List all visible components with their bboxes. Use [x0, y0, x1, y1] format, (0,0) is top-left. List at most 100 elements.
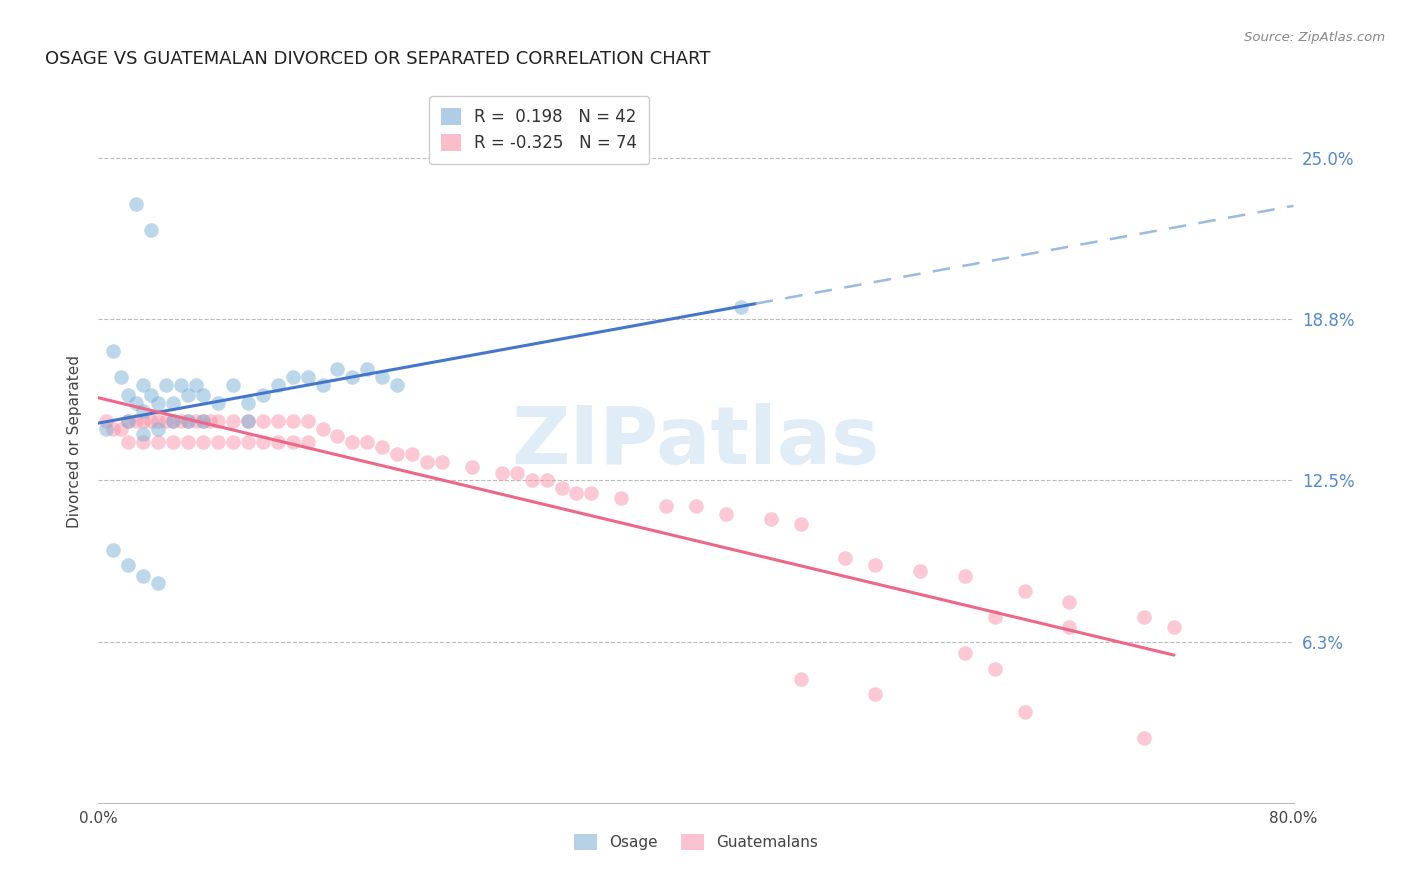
Point [177, 414, 200, 428]
Point [311, 377, 333, 392]
Point [297, 414, 319, 428]
Point [714, 507, 737, 521]
Point [1014, 584, 1036, 599]
Text: ZIPatlas: ZIPatlas [512, 402, 880, 481]
Point [267, 434, 290, 449]
Point [155, 414, 177, 428]
Point [155, 377, 177, 392]
Point [110, 370, 132, 384]
Text: OSAGE VS GUATEMALAN DIVORCED OR SEPARATED CORRELATION CHART: OSAGE VS GUATEMALAN DIVORCED OR SEPARATE… [45, 50, 710, 68]
Point [371, 370, 394, 384]
Point [191, 414, 214, 428]
Point [110, 422, 132, 436]
Point [326, 362, 349, 376]
Point [169, 377, 191, 392]
Point [311, 422, 333, 436]
Point [520, 473, 543, 487]
Point [117, 388, 139, 402]
Point [94, 422, 117, 436]
Point [834, 550, 856, 565]
Point [236, 434, 259, 449]
Point [297, 434, 319, 449]
Point [491, 466, 513, 480]
Point [342, 434, 364, 449]
Point [430, 455, 453, 469]
Legend: Osage, Guatemalans: Osage, Guatemalans [568, 829, 824, 856]
Point [139, 388, 162, 402]
Point [759, 512, 782, 526]
Point [685, 499, 707, 513]
Point [267, 377, 290, 392]
Point [550, 481, 572, 495]
Point [184, 377, 207, 392]
Point [117, 558, 139, 573]
Point [162, 396, 184, 410]
Point [125, 396, 148, 410]
Point [908, 564, 931, 578]
Point [125, 197, 148, 211]
Point [191, 414, 214, 428]
Point [162, 414, 184, 428]
Point [207, 396, 229, 410]
Point [236, 396, 259, 410]
Point [94, 414, 117, 428]
Point [1163, 620, 1185, 634]
Point [132, 568, 155, 582]
Point [103, 344, 125, 359]
Point [356, 362, 378, 376]
Point [207, 434, 229, 449]
Point [117, 434, 139, 449]
Point [148, 414, 170, 428]
Point [385, 447, 409, 461]
Point [1133, 610, 1156, 624]
Point [139, 414, 162, 428]
Point [610, 491, 633, 506]
Point [103, 422, 125, 436]
Point [953, 646, 976, 660]
Point [117, 414, 139, 428]
Point [117, 414, 139, 428]
Point [1133, 731, 1156, 746]
Point [222, 434, 245, 449]
Point [252, 414, 274, 428]
Point [148, 396, 170, 410]
Point [953, 568, 976, 582]
Point [461, 460, 484, 475]
Point [984, 662, 1007, 676]
Point [984, 610, 1007, 624]
Text: Source: ZipAtlas.com: Source: ZipAtlas.com [1244, 31, 1385, 45]
Point [401, 447, 423, 461]
Point [267, 414, 290, 428]
Point [326, 429, 349, 443]
Point [162, 414, 184, 428]
Point [139, 223, 162, 237]
Point [200, 414, 222, 428]
Point [169, 414, 191, 428]
Point [132, 434, 155, 449]
Point [730, 301, 752, 315]
Point [191, 434, 214, 449]
Point [222, 414, 245, 428]
Point [565, 486, 588, 500]
Point [789, 672, 811, 686]
Point [148, 434, 170, 449]
Y-axis label: Divorced or Separated: Divorced or Separated [67, 355, 83, 528]
Point [103, 542, 125, 557]
Point [132, 377, 155, 392]
Point [222, 377, 245, 392]
Point [177, 434, 200, 449]
Point [416, 455, 439, 469]
Point [356, 434, 378, 449]
Point [371, 440, 394, 454]
Point [177, 414, 200, 428]
Point [191, 388, 214, 402]
Point [236, 414, 259, 428]
Point [252, 434, 274, 449]
Point [297, 370, 319, 384]
Point [207, 414, 229, 428]
Point [281, 370, 304, 384]
Point [236, 414, 259, 428]
Point [342, 370, 364, 384]
Point [148, 422, 170, 436]
Point [865, 558, 887, 573]
